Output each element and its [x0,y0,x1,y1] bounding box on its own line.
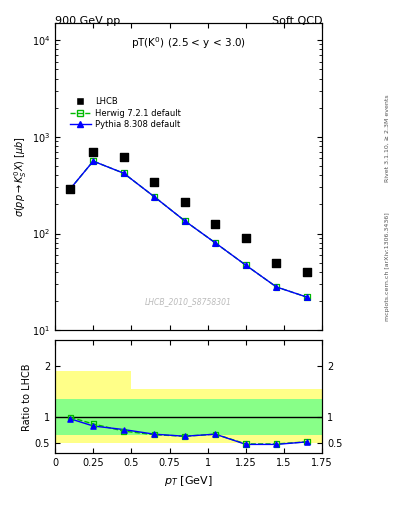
Point [304,293,310,301]
Point [121,169,127,177]
Point [90,147,96,156]
Point [212,239,219,247]
Point [304,268,310,276]
Point [151,193,158,201]
Y-axis label: Ratio to LHCB: Ratio to LHCB [22,363,32,431]
Point [243,261,249,269]
Point [90,420,96,428]
Point [243,440,249,449]
Point [151,193,158,201]
Point [182,432,188,440]
Point [67,185,73,193]
Text: Soft QCD: Soft QCD [272,16,322,27]
Point [67,185,73,193]
Point [121,425,127,434]
Point [151,178,158,186]
Point [182,217,188,225]
Point [67,413,73,421]
Point [304,438,310,446]
Point [212,239,219,247]
Point [243,234,249,242]
Point [243,440,249,448]
Text: pT(K$^\mathregular{0}$) (2.5 < y < 3.0): pT(K$^\mathregular{0}$) (2.5 < y < 3.0) [131,35,246,51]
Text: LHCB_2010_S8758301: LHCB_2010_S8758301 [145,296,232,306]
Point [151,431,158,439]
Point [273,259,279,267]
Point [121,153,127,161]
Point [151,430,158,438]
Point [182,217,188,225]
Point [273,283,279,291]
Point [304,438,310,446]
Point [182,198,188,206]
X-axis label: $p_T\ [\mathrm{GeV}]$: $p_T\ [\mathrm{GeV}]$ [164,474,213,487]
Point [212,430,219,438]
Point [304,293,310,301]
Point [121,427,127,435]
Point [212,430,219,438]
Point [243,261,249,269]
Point [90,157,96,165]
Point [67,415,73,423]
Point [273,440,279,448]
Point [67,185,73,193]
Point [273,440,279,449]
Point [90,157,96,165]
Point [90,422,96,430]
Point [212,220,219,228]
Point [121,169,127,177]
Legend: LHCB, Herwig 7.2.1 default, Pythia 8.308 default: LHCB, Herwig 7.2.1 default, Pythia 8.308… [67,95,183,132]
Text: Rivet 3.1.10, ≥ 2.3M events: Rivet 3.1.10, ≥ 2.3M events [385,94,389,182]
Point [182,432,188,440]
Text: mcplots.cern.ch [arXiv:1306.3436]: mcplots.cern.ch [arXiv:1306.3436] [385,212,389,321]
Text: 900 GeV pp: 900 GeV pp [55,16,120,27]
Point [273,283,279,291]
Y-axis label: $\sigma(pp{\rightarrow}K^0_S X)\ [\mu b]$: $\sigma(pp{\rightarrow}K^0_S X)\ [\mu b]… [12,136,29,217]
